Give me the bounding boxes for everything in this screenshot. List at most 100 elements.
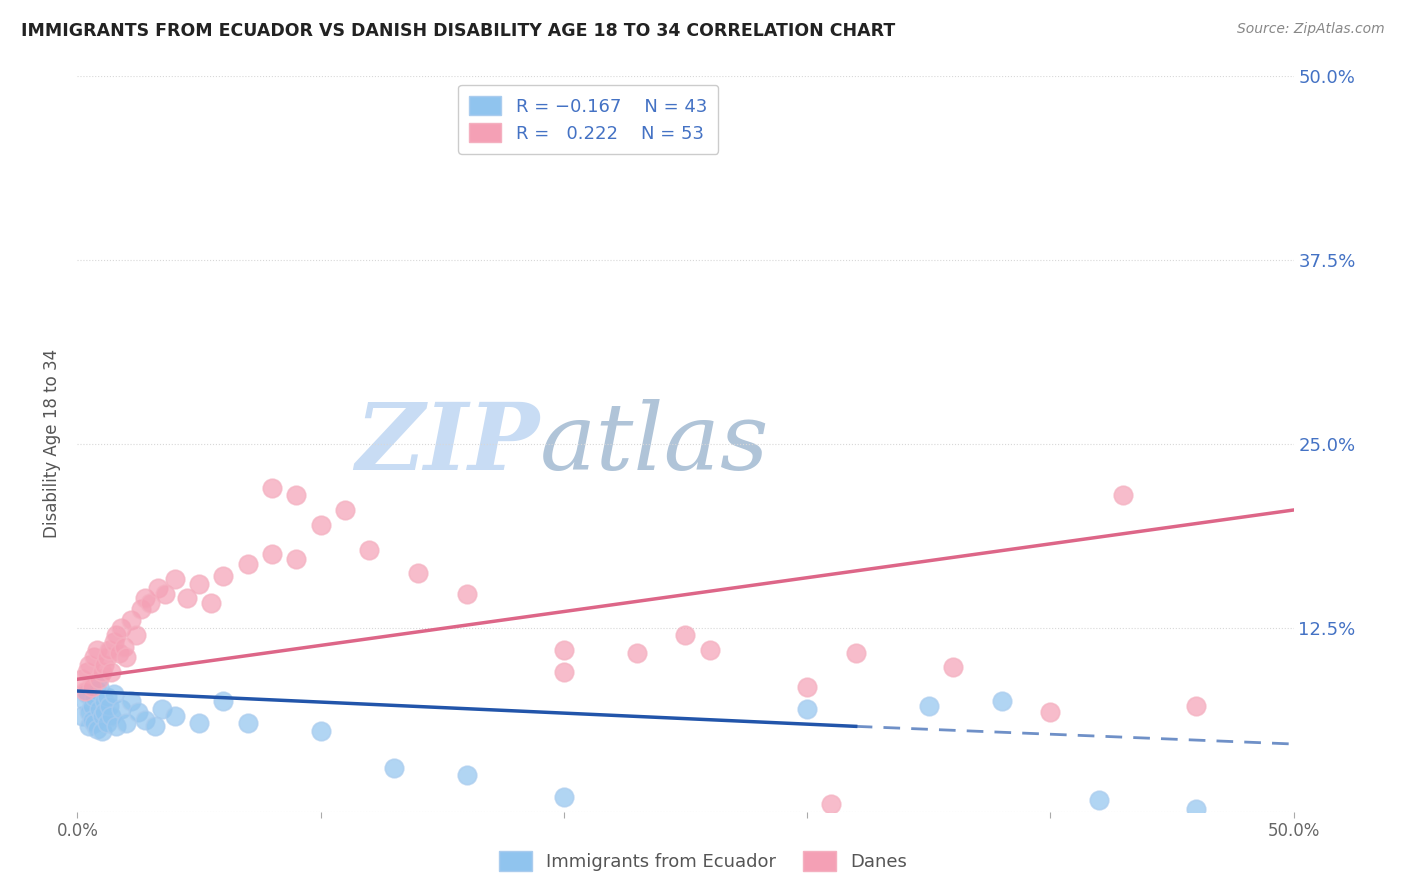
Point — [163, 709, 186, 723]
Point — [285, 551, 308, 566]
Point — [333, 503, 356, 517]
Point — [127, 705, 149, 719]
Point — [918, 698, 941, 713]
Point — [212, 694, 235, 708]
Point — [76, 687, 98, 701]
Point — [188, 716, 211, 731]
Point — [97, 698, 120, 713]
Point — [134, 714, 156, 728]
Point — [152, 701, 174, 715]
Point — [188, 576, 211, 591]
Point — [845, 646, 868, 660]
Point — [200, 596, 222, 610]
Point — [285, 488, 308, 502]
Point — [96, 650, 118, 665]
Point — [820, 797, 842, 812]
Text: Source: ZipAtlas.com: Source: ZipAtlas.com — [1237, 22, 1385, 37]
Point — [100, 665, 122, 679]
Point — [796, 680, 818, 694]
Point — [553, 665, 575, 679]
Point — [83, 650, 105, 665]
Point — [73, 694, 96, 708]
Point — [115, 716, 138, 731]
Point — [112, 640, 135, 654]
Point — [176, 591, 198, 606]
Point — [90, 665, 112, 679]
Point — [93, 694, 115, 708]
Legend: R = −0.167    N = 43, R =   0.222    N = 53: R = −0.167 N = 43, R = 0.222 N = 53 — [458, 85, 718, 153]
Point — [1112, 488, 1135, 502]
Point — [70, 673, 93, 687]
Point — [143, 719, 166, 733]
Text: ZIP: ZIP — [356, 399, 540, 489]
Point — [103, 635, 125, 649]
Point — [93, 705, 115, 719]
Point — [89, 680, 111, 694]
Point — [93, 657, 115, 672]
Point — [89, 701, 111, 715]
Point — [406, 566, 429, 581]
Point — [83, 690, 105, 704]
Legend: Immigrants from Ecuador, Danes: Immigrants from Ecuador, Danes — [492, 844, 914, 879]
Point — [309, 723, 332, 738]
Point — [456, 768, 478, 782]
Point — [90, 709, 112, 723]
Text: IMMIGRANTS FROM ECUADOR VS DANISH DISABILITY AGE 18 TO 34 CORRELATION CHART: IMMIGRANTS FROM ECUADOR VS DANISH DISABI… — [21, 22, 896, 40]
Point — [83, 716, 105, 731]
Point — [70, 709, 93, 723]
Point — [90, 723, 112, 738]
Point — [103, 687, 125, 701]
Point — [125, 628, 148, 642]
Point — [236, 716, 259, 731]
Point — [86, 642, 108, 657]
Point — [129, 601, 152, 615]
Point — [105, 719, 128, 733]
Point — [359, 542, 381, 557]
Point — [699, 642, 721, 657]
Point — [96, 716, 118, 731]
Point — [553, 790, 575, 805]
Point — [86, 723, 108, 737]
Point — [1088, 793, 1111, 807]
Point — [1185, 802, 1208, 816]
Point — [163, 572, 186, 586]
Point — [76, 665, 98, 679]
Point — [236, 558, 259, 572]
Point — [212, 569, 235, 583]
Point — [990, 694, 1012, 708]
Point — [1185, 698, 1208, 713]
Point — [146, 581, 169, 595]
Point — [89, 673, 111, 687]
Point — [73, 684, 96, 698]
Point — [456, 587, 478, 601]
Point — [96, 690, 118, 704]
Point — [80, 714, 103, 728]
Text: atlas: atlas — [540, 399, 769, 489]
Point — [134, 591, 156, 606]
Point — [1039, 705, 1062, 719]
Point — [553, 642, 575, 657]
Y-axis label: Disability Age 18 to 34: Disability Age 18 to 34 — [44, 349, 62, 539]
Point — [97, 642, 120, 657]
Point — [79, 657, 101, 672]
Point — [80, 680, 103, 694]
Point — [309, 517, 332, 532]
Point — [80, 698, 103, 713]
Point — [79, 705, 101, 719]
Point — [626, 646, 648, 660]
Point — [153, 587, 176, 601]
Point — [942, 660, 965, 674]
Point — [382, 760, 405, 774]
Point — [110, 621, 132, 635]
Point — [115, 650, 138, 665]
Point — [139, 596, 162, 610]
Point — [110, 701, 132, 715]
Point — [107, 646, 129, 660]
Point — [105, 628, 128, 642]
Point — [796, 701, 818, 715]
Point — [100, 709, 122, 723]
Point — [79, 719, 101, 733]
Point — [120, 694, 142, 708]
Point — [260, 481, 283, 495]
Point — [260, 547, 283, 561]
